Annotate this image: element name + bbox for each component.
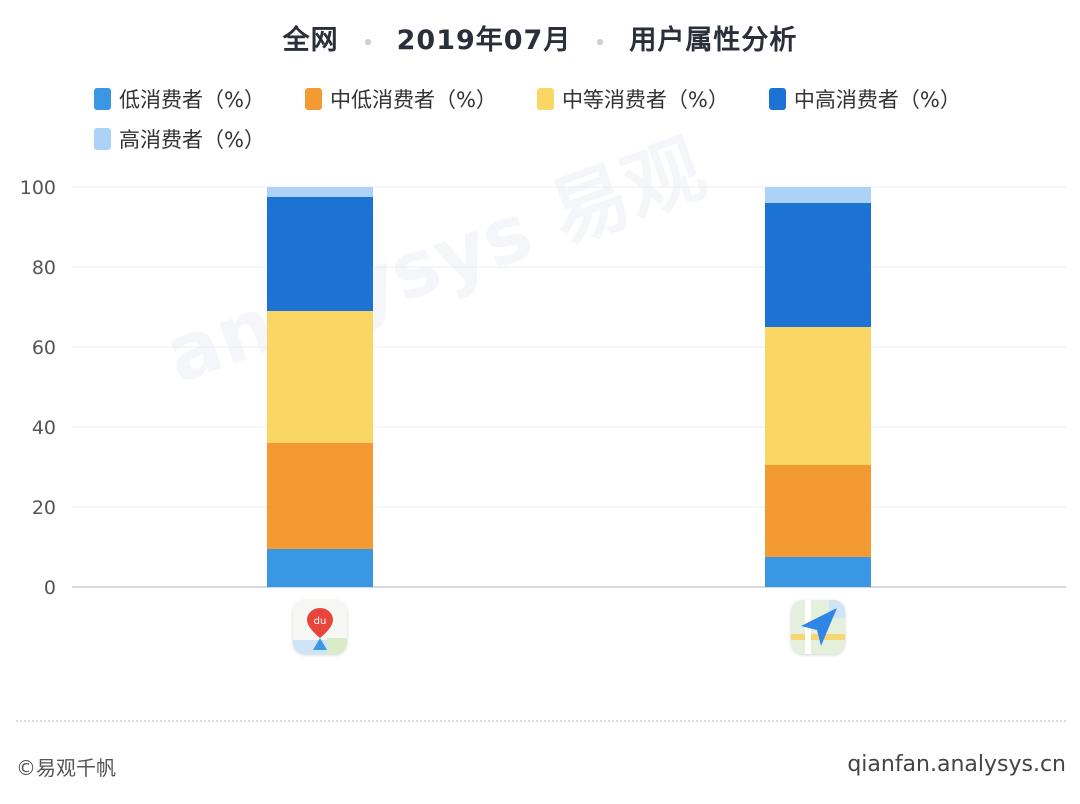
bar-segment (267, 549, 373, 587)
legend-item[interactable]: 低消费者（%） (94, 86, 265, 112)
chart-title: 全网 2019年07月 用户属性分析 (0, 18, 1080, 57)
y-tick-label: 100 (20, 177, 56, 199)
bar-segment (765, 465, 871, 557)
legend-swatch (94, 128, 111, 150)
footer-copyright: ©易观千帆 (16, 756, 116, 780)
bar-segment (765, 557, 871, 587)
legend-label: 中等消费者（%） (561, 88, 729, 112)
bar-segment (267, 311, 373, 443)
title-separator (364, 38, 371, 45)
legend-swatch (94, 88, 111, 110)
legend-label: 高消费者（%） (119, 128, 265, 152)
title-date: 2019年07月 (396, 25, 572, 56)
legend-item[interactable]: 中高消费者（%） (768, 86, 961, 112)
baidu-map-icon: du (293, 600, 347, 654)
legend-item[interactable]: 中等消费者（%） (536, 86, 729, 112)
legend-item[interactable]: 中低消费者（%） (304, 86, 497, 112)
y-tick-label: 0 (44, 577, 56, 599)
title-topic: 用户属性分析 (629, 25, 798, 56)
stacked-bar-chart: 0 20 40 60 80 100 (20, 177, 1066, 599)
y-tick-label: 20 (32, 497, 56, 519)
legend-label: 中低消费者（%） (329, 88, 497, 112)
y-tick-label: 80 (32, 257, 56, 279)
baidu-badge-text: du (314, 616, 327, 627)
legend-label: 低消费者（%） (119, 88, 265, 112)
bar-segment (267, 187, 373, 197)
bar-segment (765, 187, 871, 203)
title-separator (597, 38, 604, 45)
title-scope: 全网 (282, 25, 339, 56)
footer-url[interactable]: qianfan.analysys.cn (847, 752, 1066, 777)
legend-swatch (768, 88, 786, 110)
bar-segment (765, 327, 871, 465)
amap-icon (791, 600, 845, 654)
legend-item[interactable]: 高消费者（%） (94, 126, 265, 152)
bar-segment (267, 443, 373, 549)
y-tick-label: 60 (32, 337, 56, 359)
legend-label: 中高消费者（%） (793, 88, 961, 112)
footer-divider (16, 720, 1066, 722)
legend-swatch (304, 88, 322, 110)
bar-segment (267, 197, 373, 311)
bar-segment (765, 203, 871, 327)
y-tick-label: 40 (32, 417, 56, 439)
legend-swatch (536, 88, 554, 110)
chart-legend: 低消费者（%） 中低消费者（%） 中等消费者（%） 中高消费者（%） 高消费者（%） (94, 86, 1054, 152)
